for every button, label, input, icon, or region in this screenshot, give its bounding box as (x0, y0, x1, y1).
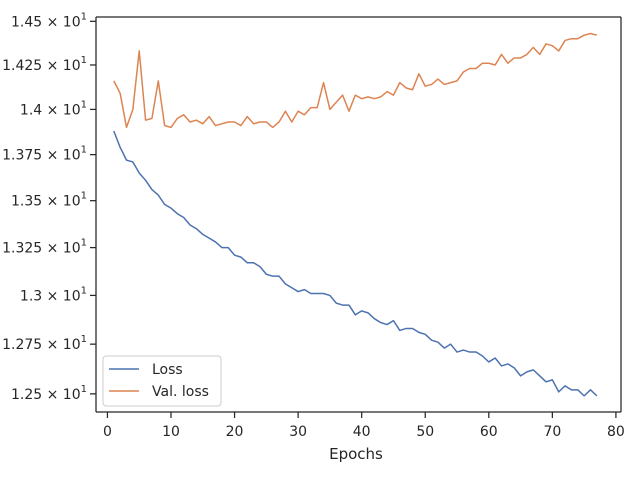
y-tick-label: 1.375 × 101 (2, 145, 87, 164)
y-tick-label: 1.3 × 101 (20, 285, 87, 304)
y-tick-label: 1.425 × 101 (2, 55, 87, 74)
axes-layer (95, 16, 622, 413)
legend-label-0: Loss (152, 362, 183, 378)
x-tick-label: 20 (226, 424, 244, 440)
x-axis-title: Epochs (329, 445, 383, 463)
legend: Loss Val. loss (102, 355, 222, 407)
y-tick-label: 1.45 × 101 (11, 11, 87, 30)
y-tick-label: 1.325 × 101 (2, 238, 87, 257)
series-line-0 (113, 130, 598, 397)
y-tick-label: 1.4 × 101 (20, 99, 87, 118)
legend-label-1: Val. loss (152, 384, 209, 400)
plot-area (96, 17, 621, 412)
x-tick-label: 40 (353, 424, 371, 440)
y-tick-label: 1.25 × 101 (11, 384, 87, 403)
x-axis-ticks: 0 10 20 30 40 50 60 70 80 (103, 412, 625, 440)
series-layer (113, 32, 598, 397)
y-tick-label: 1.275 × 101 (2, 334, 87, 353)
x-tick-label: 30 (289, 424, 307, 440)
y-tick-label: 1.35 × 101 (11, 191, 87, 210)
x-tick-label: 70 (543, 424, 561, 440)
y-axis-ticks: 1.25 × 101 1.275 × 101 1.3 × 101 1.325 × 10… (2, 11, 96, 403)
x-tick-label: 10 (162, 424, 180, 440)
x-tick-label: 0 (103, 424, 112, 440)
x-tick-label: 50 (416, 424, 434, 440)
x-tick-label: 80 (607, 424, 625, 440)
x-tick-label: 60 (480, 424, 498, 440)
series-line-1 (113, 32, 598, 129)
